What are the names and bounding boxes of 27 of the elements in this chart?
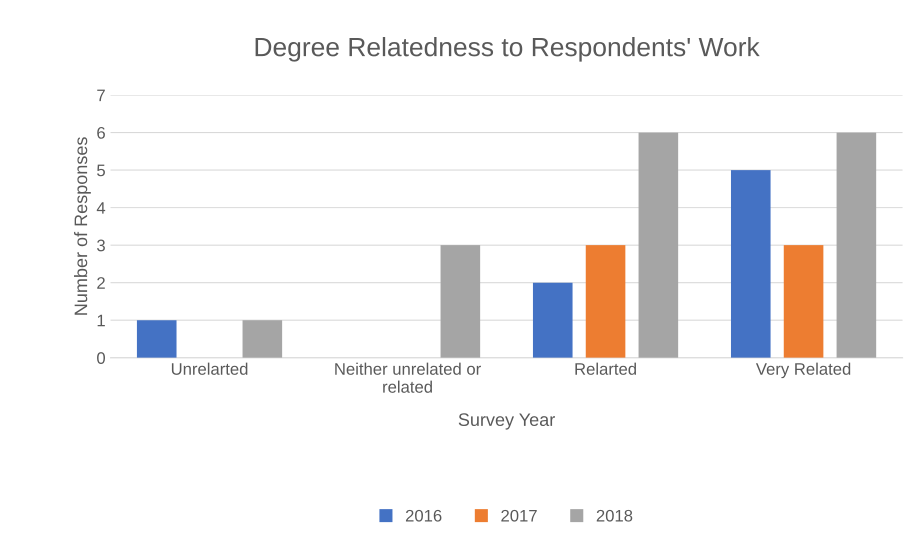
- x-tick-label: Unrelarted: [172, 362, 248, 375]
- bar: [440, 245, 480, 358]
- bar: [136, 320, 177, 358]
- y-axis-title: Number of Responses: [74, 137, 91, 315]
- bar: [836, 132, 876, 358]
- x-tick-label: Neither unrelated or related: [335, 362, 481, 393]
- legend-label: 2016: [406, 510, 442, 522]
- y-tick-label: 5: [97, 164, 105, 176]
- x-tick-label: Very Related: [756, 362, 850, 378]
- legend-label: 2018: [596, 510, 632, 522]
- y-tick-label: 3: [97, 240, 105, 252]
- y-tick-label: 6: [97, 126, 105, 139]
- bar: [638, 132, 678, 358]
- bar: [586, 245, 626, 358]
- bar: [730, 170, 771, 358]
- bar: [784, 245, 824, 358]
- chart-title: Degree Relatedness to Respondents' Work: [256, 37, 760, 62]
- y-tick-label: 1: [98, 314, 105, 326]
- y-tick-label: 7: [97, 90, 105, 102]
- legend-label: 2017: [501, 510, 537, 522]
- y-tick-label: 2: [97, 277, 105, 289]
- bar: [532, 282, 573, 358]
- y-tick-label: 4: [96, 202, 106, 214]
- y-tick-label: 0: [97, 352, 106, 364]
- bar: [242, 320, 282, 358]
- x-tick-label: Relarted: [575, 362, 636, 375]
- x-axis-title: Survey Year: [458, 413, 555, 430]
